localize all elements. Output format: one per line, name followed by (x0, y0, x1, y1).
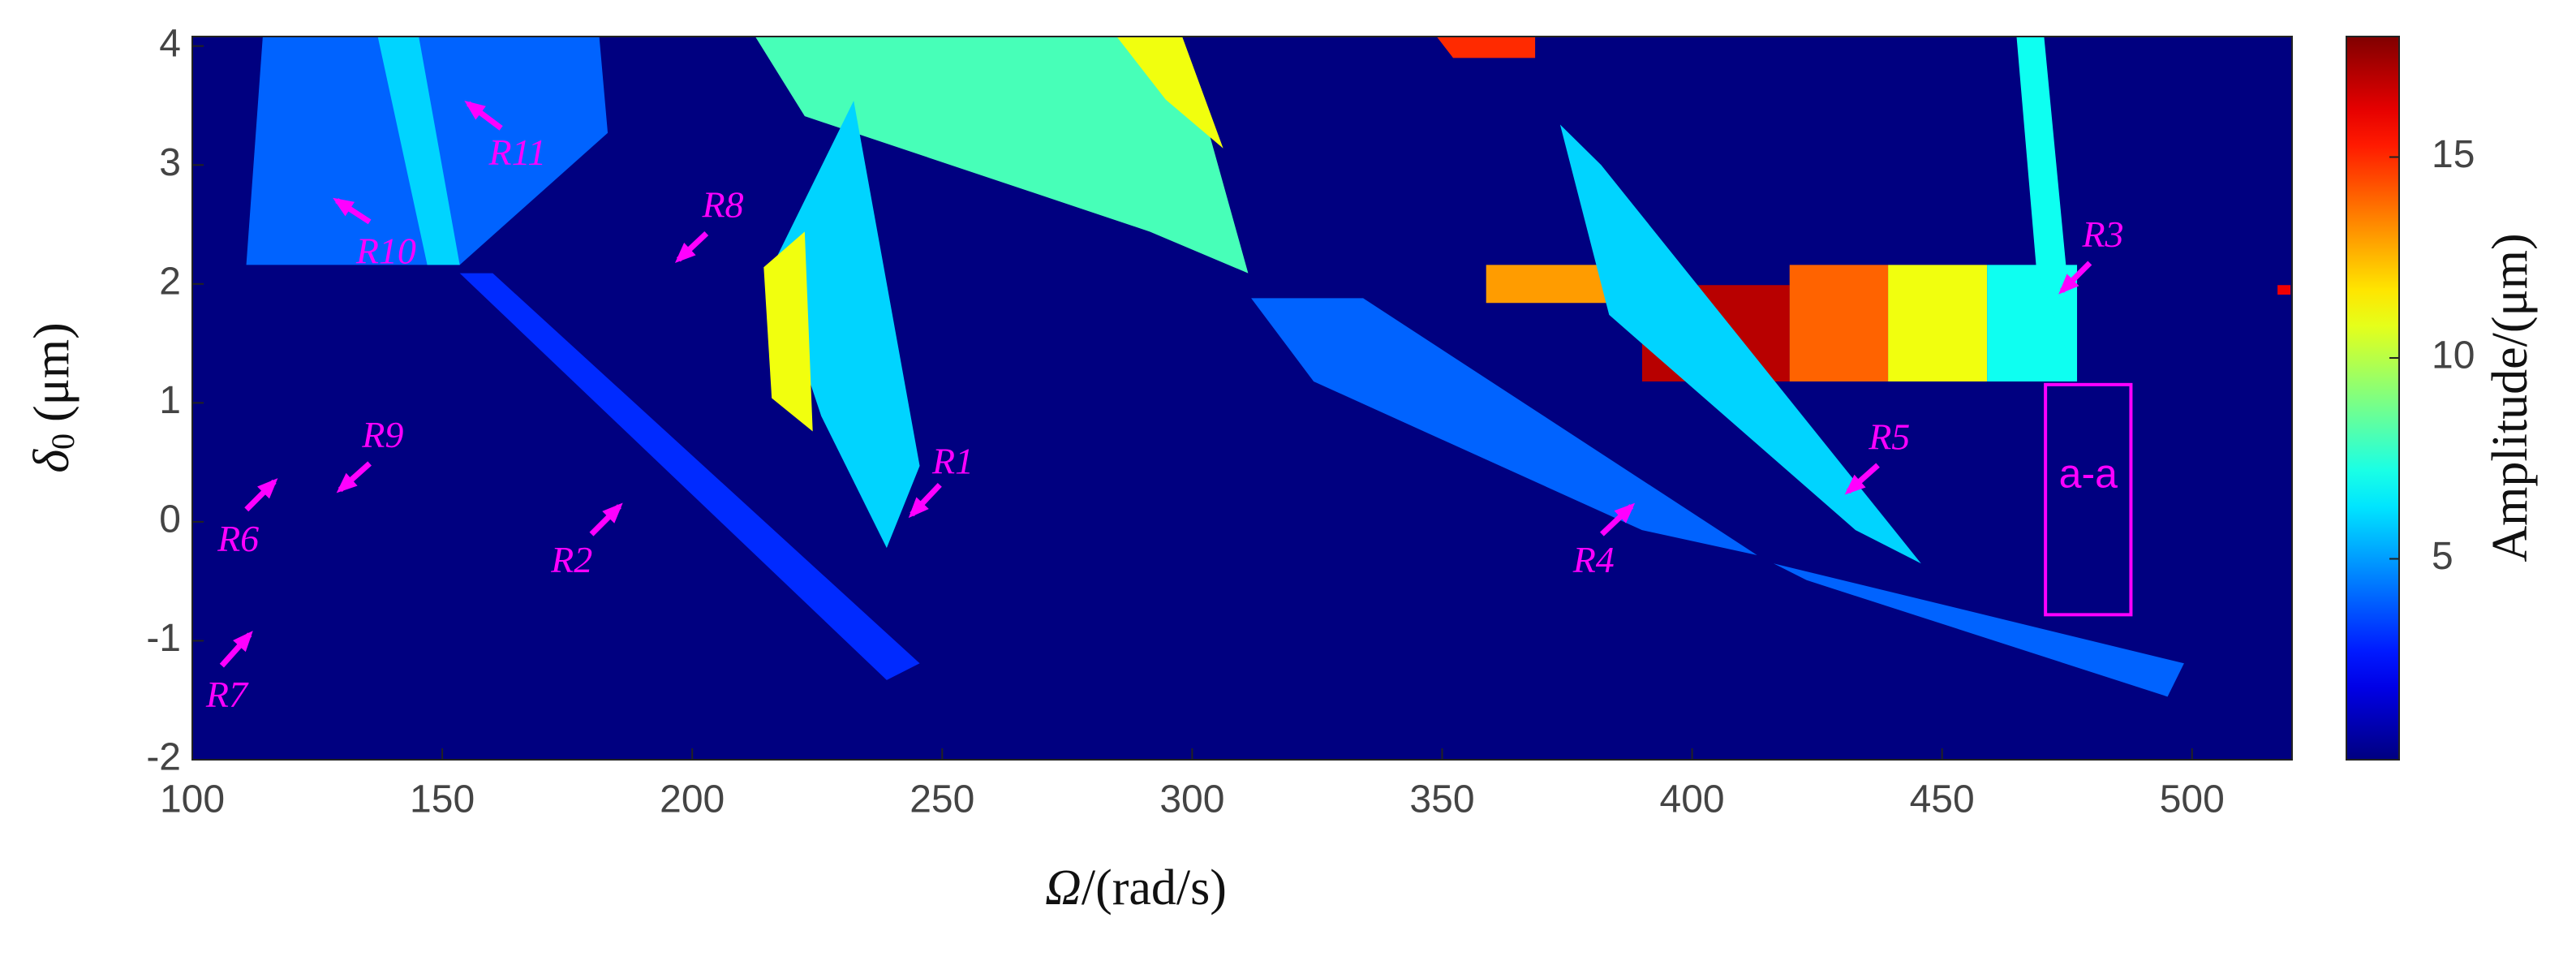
heatmap-region (1774, 563, 2184, 697)
x-tick-label: 350 (1409, 778, 1474, 821)
annotation-arrowhead (257, 478, 278, 499)
annotation-arrowhead (1844, 474, 1866, 495)
plot-area (192, 37, 2292, 760)
y-tick-label: 4 (159, 22, 181, 65)
annotation-label: R5 (1868, 416, 1910, 457)
annotation-arrowhead (336, 472, 358, 493)
annotation-arrowhead (602, 502, 623, 524)
annotation-label: R2 (550, 539, 592, 580)
y-label-unit: (μm) (24, 322, 80, 422)
heatmap-region (2277, 285, 2291, 295)
y-axis-label: δ0 (μm) (24, 322, 81, 473)
annotation-arrowhead (674, 243, 696, 264)
annotation-label: R4 (1572, 539, 1615, 580)
x-tick-label: 200 (660, 778, 725, 821)
annotation-label: R9 (361, 414, 403, 455)
x-label-unit: /(rad/s) (1082, 860, 1227, 916)
y-tick-label: -1 (146, 617, 181, 660)
annotation-label: R1 (931, 441, 974, 482)
heatmap-region (2016, 37, 2078, 381)
heatmap-region (1888, 265, 1988, 381)
x-tick-label: 300 (1159, 778, 1224, 821)
region-box-label: a-a (2059, 450, 2118, 496)
annotation-label: R11 (488, 131, 547, 173)
x-tick-label: 150 (410, 778, 475, 821)
x-tick-label: 250 (910, 778, 974, 821)
heatmap-region (377, 37, 460, 265)
y-tick-label: 1 (159, 379, 181, 422)
colorbar-tick-label: 10 (2432, 334, 2475, 377)
x-tick-label: 400 (1660, 778, 1725, 821)
annotation-label: R7 (205, 674, 249, 715)
heatmap-region (1789, 265, 1889, 381)
heatmap-region (1559, 124, 1921, 564)
annotation-label: R10 (355, 230, 416, 271)
x-tick-label: 450 (1910, 778, 1975, 821)
heatmap-region (1436, 37, 1536, 58)
heatmap-region (1116, 37, 1223, 149)
heatmap-region (459, 273, 920, 680)
annotation-arrowhead (908, 497, 929, 519)
y-tick-label: 0 (159, 498, 181, 541)
colorbar-label: Amplitude/(μm) (2483, 233, 2538, 562)
x-label-symbol: Ω (1045, 860, 1082, 916)
colorbar-tick-label: 5 (2432, 535, 2453, 578)
colorbar-tick-label: 15 (2432, 133, 2475, 176)
y-tick-label: 2 (159, 260, 181, 303)
y-label-symbol: δ (24, 449, 80, 473)
annotation-arrowhead (333, 197, 355, 217)
x-tick-label: 100 (160, 778, 225, 821)
annotation-label: R3 (2081, 213, 2123, 255)
heatmap-region (772, 101, 920, 549)
annotation-arrowhead (233, 631, 253, 653)
annotation-label: R8 (701, 184, 743, 226)
x-axis-label: Ω/(rad/s) (1045, 860, 1227, 916)
y-tick-label: 3 (159, 141, 181, 184)
annotation-arrowhead (464, 100, 486, 120)
heatmap-region (1251, 298, 1757, 555)
annotation-arrowhead (2058, 274, 2079, 295)
y-label-subscript: 0 (45, 433, 81, 450)
colorbar (2346, 36, 2400, 761)
heatmap-region (763, 231, 813, 432)
axes-frame (191, 36, 2293, 761)
annotation-label: R6 (217, 518, 259, 559)
x-tick-label: 500 (2160, 778, 2225, 821)
heatmap-region (755, 37, 1249, 274)
annotation-arrowhead (1614, 502, 1636, 524)
y-tick-label: -2 (146, 736, 181, 779)
region-box (2044, 382, 2133, 617)
